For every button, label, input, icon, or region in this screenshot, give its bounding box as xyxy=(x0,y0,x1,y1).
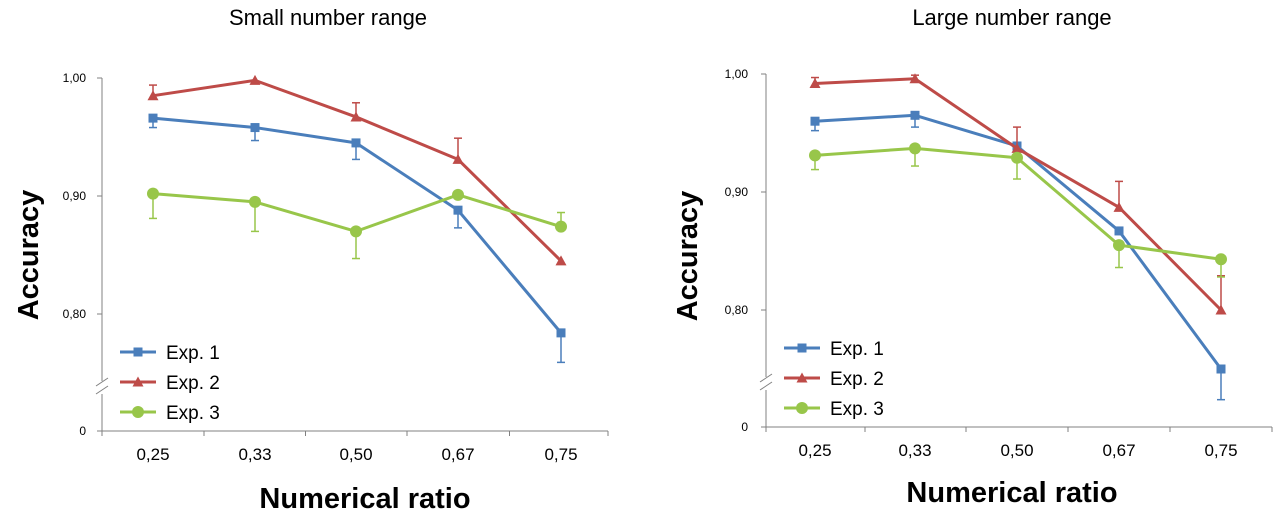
legend-label: Exp. 2 xyxy=(830,369,884,390)
legend-label: Exp. 1 xyxy=(166,343,220,364)
y-tick-label: 0 xyxy=(79,424,86,438)
axis-break-mark-1 xyxy=(759,373,773,383)
series-line xyxy=(814,146,1222,261)
x-tick-label: 0,33 xyxy=(898,441,931,460)
data-point xyxy=(350,225,362,238)
legend-item: Exp. 1 xyxy=(120,343,220,364)
data-point xyxy=(809,77,821,88)
chart-small-number-range: Small number range 0 0,80 0,90 1,00 0,25 0,33 0… xyxy=(13,5,609,515)
data-point xyxy=(147,187,159,200)
data-point xyxy=(147,90,159,101)
legend-marker xyxy=(132,406,144,418)
legend-marker xyxy=(133,347,143,357)
data-point xyxy=(148,113,158,123)
data-point xyxy=(1113,239,1125,252)
chart-large-number-range: Large number range 0 0,80 0,90 1,00 0,25 0,33 0… xyxy=(672,5,1273,509)
series-exp-1 xyxy=(148,113,566,364)
series-exp-3 xyxy=(147,187,567,260)
y-tick-label: 0,80 xyxy=(63,307,87,321)
y-tick-label: 0,90 xyxy=(725,185,749,199)
series-exp-2 xyxy=(147,74,567,266)
legend-label: Exp. 2 xyxy=(166,373,220,394)
axis-break-mark-2 xyxy=(95,385,109,395)
data-point xyxy=(351,138,361,148)
legend-item: Exp. 3 xyxy=(784,399,884,420)
y-tick-label: 1,00 xyxy=(63,71,87,85)
y-tick-label: 0,90 xyxy=(63,189,87,203)
y-axis-label: Accuracy xyxy=(13,190,45,321)
data-point xyxy=(350,111,362,122)
axis-break-mark-1 xyxy=(95,377,109,387)
data-point xyxy=(555,220,567,233)
data-point xyxy=(1011,142,1023,153)
data-point xyxy=(1011,151,1023,164)
x-axis-label: Numerical ratio xyxy=(259,483,470,515)
data-point xyxy=(909,73,921,84)
x-tick-label: 0,25 xyxy=(136,445,169,464)
x-tick-label: 0,25 xyxy=(798,441,831,460)
data-point xyxy=(1216,364,1226,374)
y-tick-label: 0 xyxy=(741,420,748,434)
x-tick-label: 0,33 xyxy=(238,445,271,464)
x-tick-label: 0,67 xyxy=(441,445,474,464)
x-tick-label: 0,75 xyxy=(1204,441,1237,460)
data-point xyxy=(555,255,567,266)
legend-label: Exp. 3 xyxy=(830,399,884,420)
legend-item: Exp. 1 xyxy=(784,339,884,360)
series-line xyxy=(814,77,1223,312)
chart-title: Small number range xyxy=(229,5,427,30)
legend-marker xyxy=(796,372,808,383)
data-point xyxy=(453,205,463,215)
legend-marker xyxy=(132,376,144,387)
series-exp-3 xyxy=(809,142,1227,278)
data-point xyxy=(556,328,566,338)
x-tick-label: 0,50 xyxy=(339,445,372,464)
data-point xyxy=(1215,253,1227,266)
data-point xyxy=(452,153,464,164)
y-axis-label: Accuracy xyxy=(672,191,704,322)
y-tick-label: 0,80 xyxy=(725,303,749,317)
legend-item: Exp. 3 xyxy=(120,403,220,424)
legend-label: Exp. 1 xyxy=(830,339,884,360)
legend-item: Exp. 2 xyxy=(784,369,884,390)
series-exp-2 xyxy=(809,73,1227,315)
legend-item: Exp. 2 xyxy=(120,373,220,394)
data-point xyxy=(250,123,260,133)
y-tick-label: 1,00 xyxy=(725,67,749,81)
data-point xyxy=(249,195,261,208)
legend-label: Exp. 3 xyxy=(166,403,220,424)
axis-break-mark-2 xyxy=(759,381,773,391)
data-point xyxy=(810,116,820,126)
data-point xyxy=(909,142,921,155)
data-point xyxy=(809,149,821,162)
x-tick-label: 0,75 xyxy=(544,445,577,464)
data-point xyxy=(249,74,261,85)
legend-marker xyxy=(797,343,807,353)
x-tick-label: 0,50 xyxy=(1000,441,1033,460)
data-point xyxy=(910,110,920,120)
chart-title: Large number range xyxy=(912,5,1111,30)
legend-marker xyxy=(796,402,808,414)
x-axis-label: Numerical ratio xyxy=(906,477,1117,509)
data-point xyxy=(1215,304,1227,315)
data-point xyxy=(1113,201,1125,212)
data-point xyxy=(452,188,464,201)
data-point xyxy=(1114,226,1124,236)
x-tick-label: 0,67 xyxy=(1102,441,1135,460)
